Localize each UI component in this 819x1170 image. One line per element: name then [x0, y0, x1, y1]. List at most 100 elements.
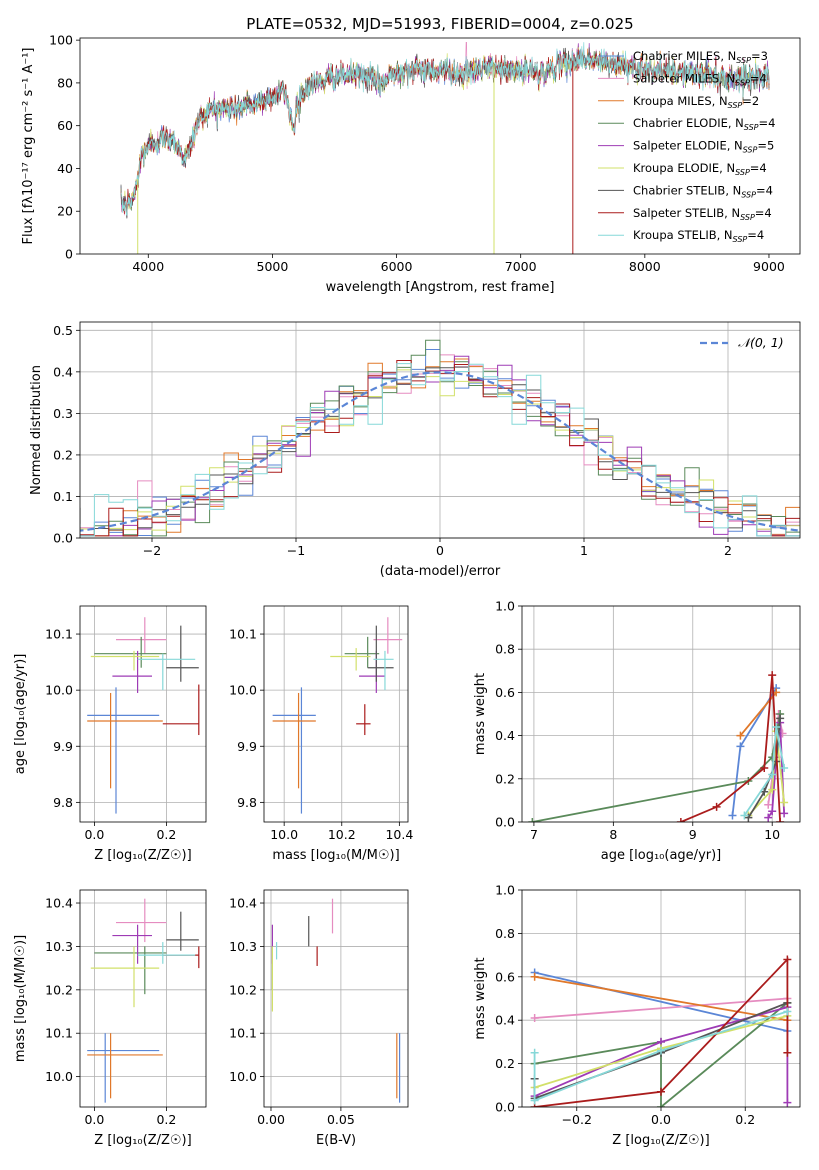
data-point: [783, 1007, 792, 1016]
errorbar-kroupa-stelib: [137, 653, 196, 691]
y-tick-label: 10.4: [45, 896, 73, 911]
y-tick-label: 0.6: [495, 969, 515, 984]
x-tick-label: 0.0: [651, 1112, 671, 1127]
x-tick-label: 0.2: [156, 1112, 176, 1127]
mass-weight-line-salpeter-stelib: [530, 955, 792, 1107]
errorbar-chabrier-elodie: [94, 636, 167, 668]
errorbar-kroupa-miles: [272, 692, 316, 789]
axes-frame: [263, 889, 409, 1108]
data-point: [780, 809, 789, 818]
y-tick-label: 0: [65, 247, 73, 262]
plot-area: [87, 898, 200, 1103]
y-axis-label: Flux [fλ10⁻¹⁷ erg cm⁻² s⁻¹ A⁻¹]: [21, 48, 36, 245]
data-point: [783, 1048, 792, 1057]
mass-weight-line-chabrier-elodie: [528, 710, 785, 822]
legend-entry: Salpeter ELODIE, NSSP=5: [633, 139, 774, 155]
plot-area: [120, 41, 770, 254]
plot-area: [80, 339, 800, 537]
y-axis-label: age [log₁₀(age/yr)]: [13, 654, 28, 775]
errorbar-kroupa-miles: [87, 692, 163, 789]
data-point: [736, 731, 745, 740]
mass-weight-line-salpeter-stelib: [676, 671, 785, 822]
y-tick-label: 0.6: [495, 685, 515, 700]
x-tick-label: 6000: [381, 259, 413, 274]
y-tick-label: 10.0: [45, 683, 73, 698]
errorbar-salpeter-elodie: [112, 924, 152, 964]
data-point: [530, 1048, 539, 1057]
data-point: [657, 1103, 665, 1107]
y-tick-label: 10.3: [229, 939, 257, 954]
data-point: [676, 818, 685, 822]
y-tick-label: 10.2: [45, 982, 73, 997]
errorbar-salpeter-elodie: [359, 650, 385, 693]
x-tick-label: 0: [436, 543, 444, 558]
y-tick-label: 10.1: [45, 627, 73, 642]
errorbar-chabrier-stelib: [166, 625, 199, 682]
data-point: [780, 764, 789, 772]
y-tick-label: 0.3: [53, 406, 73, 421]
errorbar-kroupa-elodie: [90, 650, 160, 671]
data-point: [768, 785, 777, 794]
errorbar-chabrier-elodie: [94, 946, 167, 995]
axes-frame: [79, 605, 207, 823]
y-tick-label: 0.0: [495, 1100, 515, 1115]
y-tick-label: 0.4: [53, 364, 73, 379]
y-tick-label: 10.1: [45, 1026, 73, 1041]
y-axis-label: mass weight: [473, 957, 488, 1039]
y-tick-label: 0.2: [495, 1056, 515, 1071]
data-point: [776, 714, 785, 723]
y-axis-label: mass weight: [473, 673, 488, 755]
spectrum-line-kroupa-stelib: [120, 42, 770, 216]
y-tick-label: 10.4: [229, 896, 257, 911]
axes-frame: [521, 605, 801, 823]
y-tick-label: 60: [57, 118, 73, 133]
plot-area: [272, 617, 403, 814]
y-tick-label: 9.8: [53, 795, 73, 810]
legend-entry: 𝒩(0, 1): [738, 335, 784, 350]
x-tick-label: 1: [580, 543, 588, 558]
x-axis-label: age [log₁₀(age/yr)]: [601, 848, 722, 863]
data-point: [530, 1014, 539, 1023]
axes-frame: [79, 37, 801, 255]
x-tick-label: 5000: [257, 259, 289, 274]
panel-massweight_vs_Z: −0.2 0.0 0.2 0.0 0.2 0.4 0.6 0.8 1.0 Z [log₁₀(Z/Z…: [473, 883, 801, 1148]
x-axis-label: Z [log₁₀(Z/Z☉)]: [94, 848, 191, 863]
mass-weight-line-kroupa-stelib: [530, 1007, 792, 1105]
data-point: [657, 1046, 665, 1055]
errorbar-chabrier-stelib: [166, 911, 199, 951]
y-tick-label: 0.4: [495, 728, 515, 743]
x-tick-label: 0.00: [257, 1112, 285, 1127]
x-tick-label: 9: [689, 827, 697, 842]
errorbar-chabrier-miles: [87, 687, 160, 814]
panel-age_vs_Z: 0.0 0.2 9.8 9.9 10.0 10.1 Z [log₁₀(Z/Z☉)] age […: [13, 605, 207, 863]
data-point: [772, 722, 781, 731]
legend-entry: Salpeter MILES, NSSP=4: [633, 71, 767, 87]
legend-entry: Chabrier MILES, NSSP=3: [633, 49, 768, 65]
y-tick-label: 9.9: [237, 739, 257, 754]
histogram-step-kroupa-stelib: [80, 363, 800, 537]
x-axis-label: mass [log₁₀(M/M☉)]: [272, 848, 399, 863]
data-point: [760, 787, 769, 796]
errorbar-kroupa-stelib: [137, 942, 196, 964]
y-tick-label: 10.1: [229, 1026, 257, 1041]
y-tick-label: 10.0: [45, 1069, 73, 1084]
x-tick-label: −1: [287, 543, 305, 558]
y-tick-label: 0.8: [495, 926, 515, 941]
x-tick-label: 2: [724, 543, 732, 558]
x-tick-label: 0.2: [156, 827, 176, 842]
y-axis-label: mass [log₁₀(M/M☉)]: [13, 935, 28, 1062]
y-tick-label: 20: [57, 204, 73, 219]
y-tick-label: 0.1: [53, 489, 73, 504]
errorbar-chabrier-elodie: [344, 636, 380, 668]
y-tick-label: 100: [49, 33, 73, 48]
x-axis-label: wavelength [Angstrom, rest frame]: [326, 280, 555, 295]
data-point: [657, 1087, 665, 1096]
panel-massweight_vs_age: 7 8 9 10 0.0 0.2 0.4 0.6 0.8 1.0 age [log₁₀(age/yr…: [473, 599, 801, 863]
x-axis-label: Z [log₁₀(Z/Z☉)]: [612, 1133, 709, 1148]
panel-age_vs_mass: 10.0 10.2 10.4 9.8 9.9 10.0 10.1 mass [log₁₀(M/…: [229, 605, 413, 863]
errorbar-salpeter-elodie: [112, 650, 152, 693]
errorbar-kroupa-stelib: [373, 650, 394, 691]
legend-entry: Chabrier STELIB, NSSP=4: [633, 183, 773, 199]
errorbar-chabrier-miles: [272, 687, 316, 814]
y-tick-label: 1.0: [495, 883, 515, 898]
